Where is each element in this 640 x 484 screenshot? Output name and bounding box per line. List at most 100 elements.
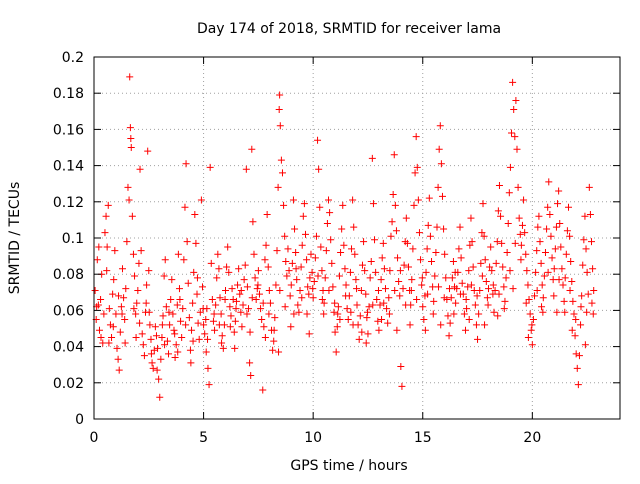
data-point	[120, 294, 128, 302]
data-point	[582, 245, 590, 253]
data-point	[334, 310, 342, 318]
data-point	[433, 223, 441, 231]
data-point	[199, 305, 207, 313]
data-point	[95, 326, 103, 334]
data-point	[406, 321, 414, 329]
data-point	[305, 330, 313, 338]
data-point	[243, 283, 251, 291]
data-point	[571, 332, 579, 340]
data-point	[126, 73, 134, 81]
data-point	[122, 285, 130, 293]
data-point	[275, 348, 283, 356]
data-point	[490, 308, 498, 316]
x-tick-label: 5	[199, 430, 208, 446]
data-point	[527, 326, 535, 334]
data-point	[466, 241, 474, 249]
data-point	[200, 321, 208, 329]
data-point	[253, 285, 261, 293]
data-point	[353, 301, 361, 309]
data-point	[387, 232, 395, 240]
data-points-layer	[91, 73, 598, 401]
data-point	[205, 381, 213, 389]
data-point	[103, 267, 111, 275]
data-point	[463, 305, 471, 313]
data-point	[265, 286, 273, 294]
data-point	[219, 344, 227, 352]
data-point	[394, 254, 402, 262]
data-point	[303, 310, 311, 318]
data-point	[95, 243, 103, 251]
data-point	[424, 290, 432, 298]
data-point	[202, 315, 210, 323]
data-point	[503, 248, 511, 256]
data-point	[464, 283, 472, 291]
data-point	[325, 196, 333, 204]
y-tick-label: 0.08	[53, 267, 84, 283]
data-point	[129, 250, 137, 258]
data-point	[243, 310, 251, 318]
data-point	[472, 321, 480, 329]
data-point	[226, 303, 234, 311]
data-point	[242, 165, 250, 173]
y-tick-label: 0.02	[53, 376, 84, 392]
data-point	[566, 232, 574, 240]
data-point	[561, 274, 569, 282]
data-point	[532, 268, 540, 276]
data-point	[379, 239, 387, 247]
data-point	[517, 256, 525, 264]
data-point	[287, 323, 295, 331]
data-point	[299, 212, 307, 220]
data-point	[514, 183, 522, 191]
data-point	[189, 299, 197, 307]
data-point	[378, 254, 386, 262]
data-point	[574, 381, 582, 389]
data-point	[395, 277, 403, 285]
data-point	[476, 286, 484, 294]
data-point	[335, 272, 343, 280]
data-point	[550, 292, 558, 300]
data-point	[590, 286, 598, 294]
data-point	[182, 160, 190, 168]
data-point	[467, 214, 475, 222]
data-point	[276, 91, 284, 99]
data-point	[234, 281, 242, 289]
data-point	[300, 200, 308, 208]
data-point	[215, 265, 223, 273]
data-point	[385, 294, 393, 302]
data-point	[559, 281, 567, 289]
data-point	[418, 281, 426, 289]
data-point	[474, 335, 482, 343]
data-point	[305, 290, 313, 298]
data-point	[178, 334, 186, 342]
data-point	[465, 315, 473, 323]
data-point	[229, 296, 237, 304]
data-point	[420, 315, 428, 323]
data-point	[227, 312, 235, 320]
data-point	[108, 334, 116, 342]
data-point	[97, 296, 105, 304]
y-tick-label: 0.04	[53, 340, 84, 356]
data-point	[298, 294, 306, 302]
data-point	[316, 203, 324, 211]
data-point	[310, 277, 318, 285]
data-point	[412, 133, 420, 141]
data-point	[449, 258, 457, 266]
data-point	[231, 317, 239, 325]
data-point	[553, 308, 561, 316]
data-point	[479, 200, 487, 208]
data-point	[231, 344, 239, 352]
data-point	[235, 265, 243, 273]
data-point	[190, 268, 198, 276]
data-point	[131, 272, 139, 280]
data-point	[309, 294, 317, 302]
data-point	[510, 105, 518, 113]
data-point	[176, 296, 184, 304]
data-point	[278, 169, 286, 177]
data-point	[390, 151, 398, 159]
data-point	[538, 303, 546, 311]
data-point	[138, 330, 146, 338]
data-point	[158, 321, 166, 329]
data-point	[440, 294, 448, 302]
data-point	[217, 310, 225, 318]
data-point	[168, 276, 176, 284]
